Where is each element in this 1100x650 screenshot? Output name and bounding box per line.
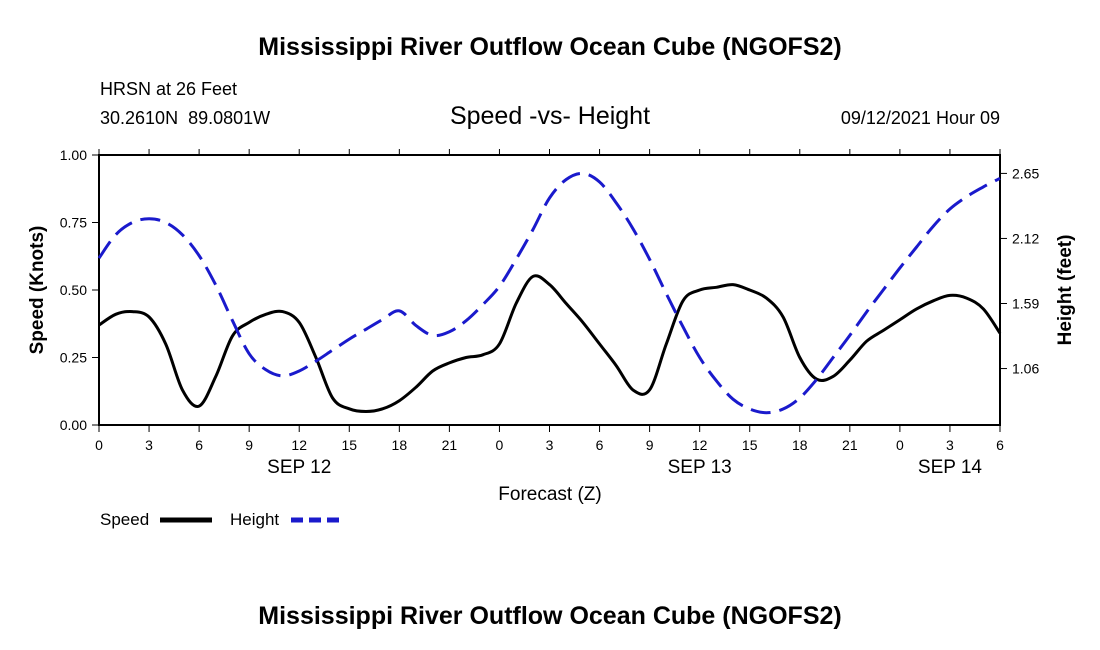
y-right-tick-label: 2.12 [1012, 230, 1039, 246]
datetime-label: 09/12/2021 Hour 09 [841, 108, 1000, 128]
y-right-tick-label: 1.06 [1012, 361, 1039, 377]
day-label: SEP 12 [267, 457, 331, 478]
x-axis-label: Forecast (Z) [498, 484, 601, 505]
station-label: HRSN at 26 Feet [100, 79, 237, 99]
x-tick-label: 18 [392, 437, 408, 453]
day-label: SEP 14 [918, 457, 983, 478]
x-tick-label: 21 [442, 437, 458, 453]
x-tick-label: 0 [496, 437, 504, 453]
series-layer [97, 171, 1002, 415]
right-y-axis-ticks: 1.06 1.59 2.12 2.65 [1000, 165, 1039, 377]
x-tick-label: 15 [341, 437, 357, 453]
y-left-tick-label: 0.25 [60, 350, 87, 366]
x-tick-label: 0 [896, 437, 904, 453]
x-tick-label: 3 [546, 437, 554, 453]
series-line-height [97, 171, 1001, 415]
x-tick-label: 6 [996, 437, 1004, 453]
x-tick-label: 9 [245, 437, 253, 453]
left-y-axis-label: Speed (Knots) [27, 226, 48, 355]
coordinates-label: 30.2610N 89.0801W [100, 108, 270, 128]
y-left-tick-label: 0.75 [60, 215, 87, 231]
x-tick-label: 18 [792, 437, 808, 453]
x-tick-label: 6 [596, 437, 604, 453]
x-tick-label: 12 [291, 437, 307, 453]
y-right-tick-label: 1.59 [1012, 296, 1039, 312]
x-tick-label: 3 [145, 437, 153, 453]
page-title-top: Mississippi River Outflow Ocean Cube (NG… [258, 33, 841, 61]
x-tick-label: 3 [946, 437, 954, 453]
left-y-axis-ticks: 0.00 0.25 0.50 0.75 1.00 [60, 147, 99, 433]
page-title-bottom: Mississippi River Outflow Ocean Cube (NG… [258, 602, 841, 630]
series-line-speed [98, 274, 1002, 413]
y-left-tick-label: 0.50 [60, 282, 87, 298]
x-tick-label: 21 [842, 437, 858, 453]
x-axis-day-labels: SEP 12 SEP 13 SEP 14 [267, 457, 982, 478]
y-left-tick-label: 1.00 [60, 147, 87, 163]
legend-speed-label: Speed [100, 510, 149, 529]
x-tick-label: 9 [646, 437, 654, 453]
chart-subtitle: Speed -vs- Height [450, 102, 650, 130]
y-right-tick-label: 2.65 [1012, 165, 1039, 181]
x-axis-ticks: 0 3 6 9 12 15 18 21 0 3 6 9 12 15 18 21 0 3 6 [95, 149, 1004, 453]
x-tick-label: 0 [95, 437, 103, 453]
y-left-tick-label: 0.00 [60, 417, 87, 433]
legend-height-label: Height [230, 510, 279, 529]
right-y-axis-label: Height (feet) [1055, 235, 1076, 346]
day-label: SEP 13 [668, 457, 732, 478]
x-tick-label: 6 [195, 437, 203, 453]
x-tick-label: 15 [742, 437, 758, 453]
x-tick-label: 12 [692, 437, 708, 453]
